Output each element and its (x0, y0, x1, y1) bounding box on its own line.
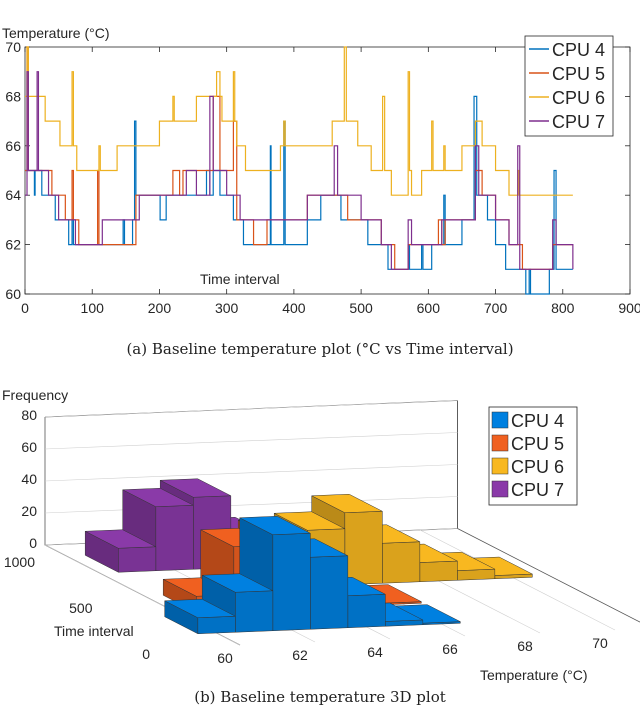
legend-label: CPU 4 (552, 40, 605, 60)
x-tick-label: 70 (592, 635, 608, 651)
x-tick-label: 68 (517, 638, 533, 654)
y-axis-label: Time interval (54, 623, 134, 639)
y-tick-label: 1000 (4, 554, 35, 570)
caption-b: (b) Baseline temperature 3D plot (194, 688, 446, 706)
x-tick-label: 100 (81, 300, 105, 316)
x-tick-label: 600 (417, 300, 441, 316)
bar-top-cpu-6 (273, 511, 346, 531)
bar-front-cpu-4 (197, 615, 236, 635)
legend-box (524, 35, 614, 137)
caption-a: (a) Baseline temperature plot (°C vs Tim… (126, 340, 514, 358)
x-tick-label: 200 (148, 300, 172, 316)
y-tick-label: 0 (142, 646, 150, 662)
x-tick-label: 60 (217, 650, 233, 666)
series-line-cpu-7 (25, 71, 574, 270)
bar-front-cpu-4 (235, 590, 274, 633)
x-axis-label: Time interval (200, 271, 280, 287)
z-gridline (44, 400, 458, 418)
x-tick-label: 300 (215, 300, 239, 316)
y-tick-label: 60 (5, 286, 21, 302)
z-gridline (44, 464, 458, 482)
series-line-cpu-6 (25, 46, 573, 196)
y-axis-label: Temperature (°C) (2, 25, 110, 41)
bar-front-cpu-6 (382, 541, 421, 584)
z-gridline (44, 432, 458, 450)
y-tick-label: 68 (5, 88, 21, 104)
legend-label: CPU 7 (552, 112, 605, 132)
legend-label: CPU 6 (552, 88, 605, 108)
bar-front-cpu-4 (347, 593, 386, 629)
bar-top-cpu-6 (310, 493, 384, 514)
x-tick-label: 62 (292, 647, 308, 663)
legend-label: CPU 5 (552, 64, 605, 84)
z-tick-label: 0 (29, 535, 37, 551)
x-tick-label: 66 (442, 641, 458, 657)
x-axis-label: Temperature (°C) (480, 667, 588, 683)
bar-front-cpu-7 (155, 504, 194, 572)
bar-front-cpu-4 (272, 532, 311, 632)
bar3d-chart: 0 20 40 60 80 60 62 64 66 68 70 0 500 1000 Frequency Ti… (2, 387, 640, 683)
legend-swatch (491, 434, 509, 452)
bar-top-cpu-4 (201, 573, 274, 593)
z-gridline (44, 496, 458, 514)
bar-front-cpu-4 (310, 555, 349, 630)
x-tick-label: 0 (21, 300, 29, 316)
z-tick-label: 20 (21, 503, 37, 519)
legend-label: CPU 6 (511, 457, 564, 477)
x-tick-label: 700 (484, 300, 508, 316)
bar-front-cpu-7 (118, 546, 157, 573)
legend-label: CPU 5 (511, 434, 564, 454)
legend-label: CPU 7 (511, 480, 564, 500)
z-tick-label: 80 (21, 407, 37, 423)
legend-swatch (491, 457, 509, 475)
bar-front-cpu-6 (419, 560, 458, 583)
x-tick-label: 800 (551, 300, 575, 316)
y-tick-label: 500 (69, 600, 93, 616)
x-gridline (419, 529, 616, 631)
x-tick-label: 900 (618, 300, 640, 316)
y-tick-label: 64 (5, 187, 21, 203)
bar-front-cpu-6 (344, 510, 383, 586)
z-tick-label: 40 (21, 471, 37, 487)
bar-top-cpu-7 (84, 529, 157, 549)
legend-swatch (491, 480, 509, 498)
line-chart: 0 100 200 300 400 500 600 700 800 900 60 62 64 66 68 70… (2, 25, 640, 316)
bar-front-cpu-6 (457, 568, 496, 581)
x-tick-label: 64 (367, 644, 383, 660)
y-tick-label: 62 (5, 237, 21, 253)
y-tick-label: 70 (5, 39, 21, 55)
x-tick-label: 500 (349, 300, 373, 316)
bar-top-cpu-4 (163, 598, 237, 619)
legend-label: CPU 4 (511, 411, 564, 431)
z-axis-label: Frequency (2, 387, 68, 403)
x-tick-label: 400 (282, 300, 306, 316)
legend-swatch (491, 411, 509, 429)
bar-top-cpu-4 (238, 515, 312, 536)
bar-top-cpu-7 (121, 487, 195, 508)
bar-top-cpu-7 (159, 478, 232, 498)
z-tick-label: 60 (21, 439, 37, 455)
y-tick-label: 66 (5, 138, 21, 154)
